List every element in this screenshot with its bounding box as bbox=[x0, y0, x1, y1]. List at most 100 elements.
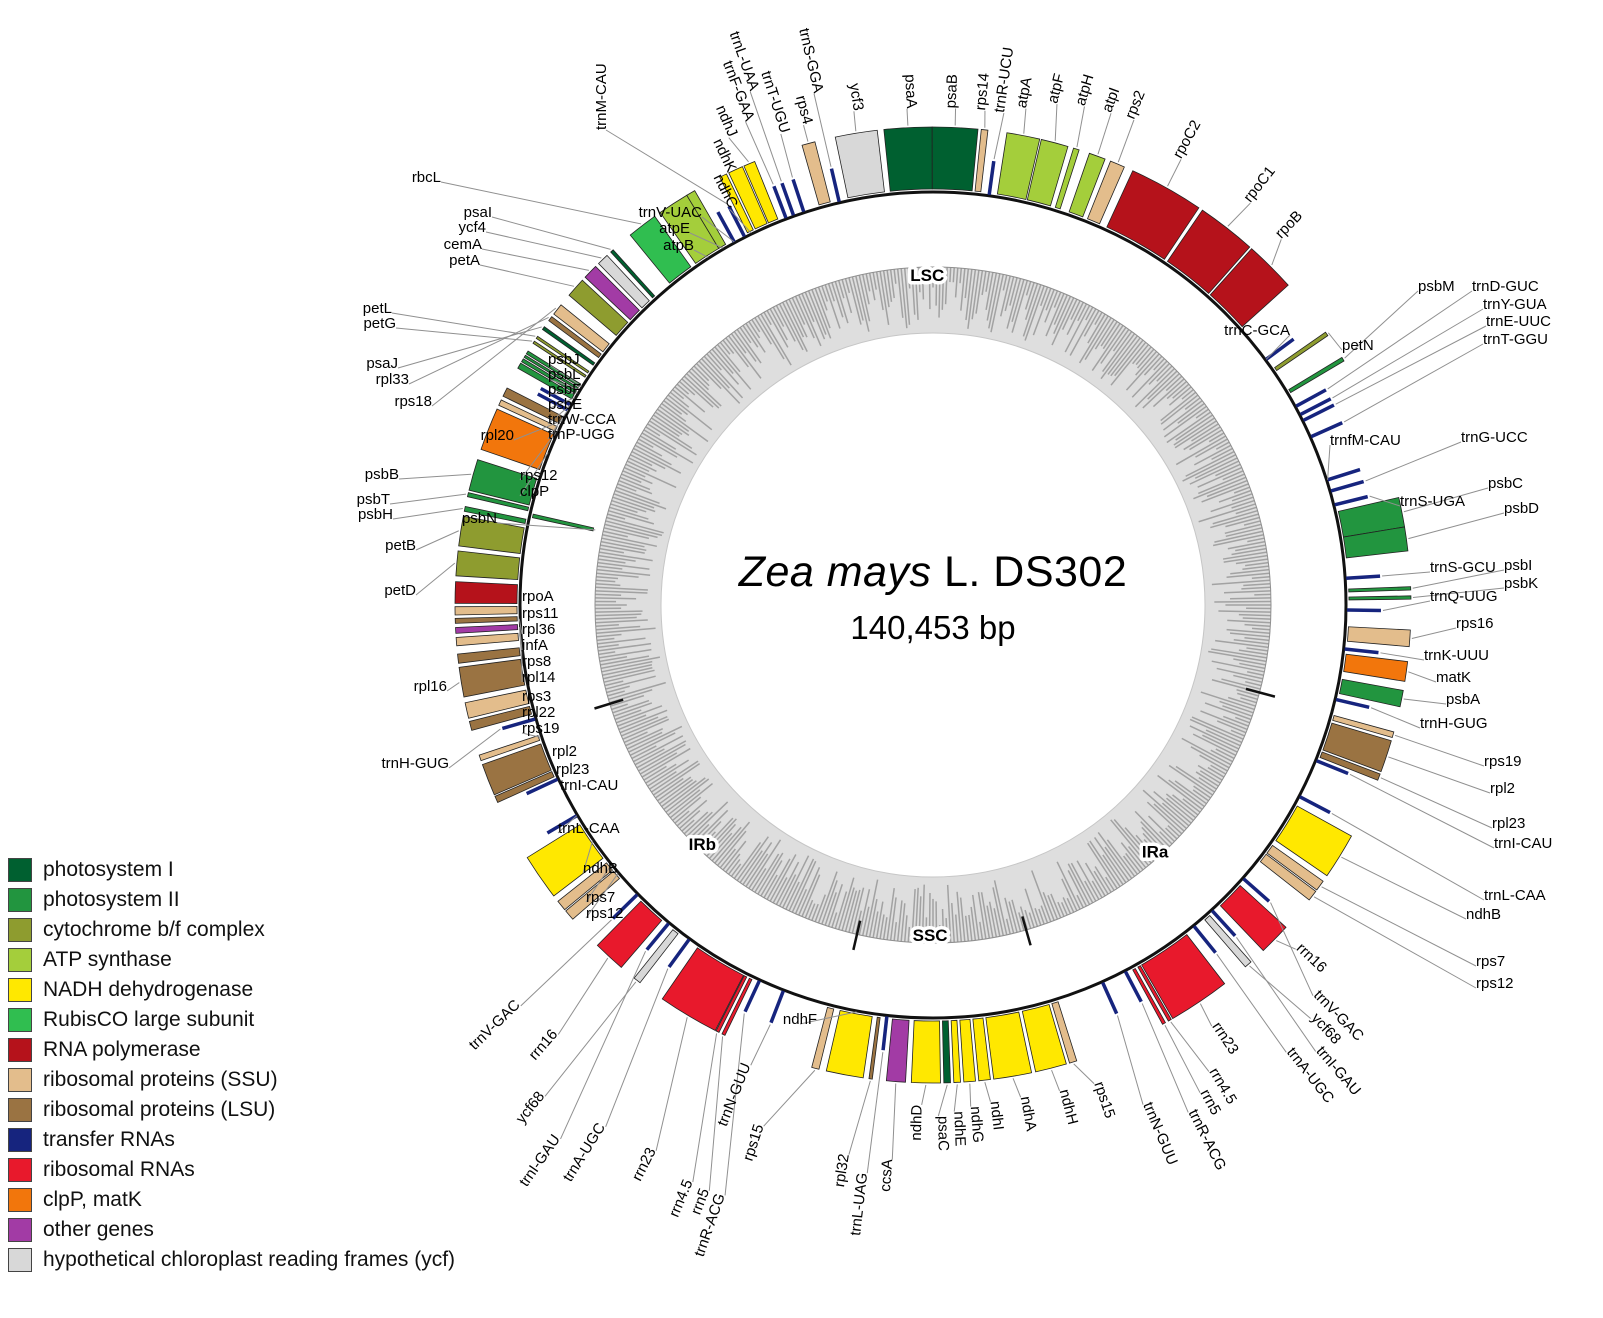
gene-block-rps18 bbox=[553, 304, 610, 353]
organism-name-rest: L. DS302 bbox=[931, 548, 1128, 596]
gene-tick-trnT-GGU bbox=[1310, 421, 1343, 439]
gene-label-ndhF: ndhF bbox=[783, 1011, 817, 1028]
legend-item-rbc: RubisCO large subunit bbox=[8, 1008, 455, 1032]
gene-block-rrn16 bbox=[596, 900, 663, 968]
gene-label-ndhK: ndhK bbox=[709, 136, 739, 175]
gene-label-psbT: psbT bbox=[357, 491, 390, 508]
leader-rps15 bbox=[763, 1069, 816, 1127]
legend-label-atp: ATP synthase bbox=[43, 948, 172, 971]
gene-block-rps4 bbox=[801, 141, 831, 206]
gene-label-petA: petA bbox=[449, 252, 480, 269]
gene-label-trnT-GGU: trnT-GGU bbox=[1483, 331, 1548, 348]
gene-label-rpoA: rpoA bbox=[522, 588, 554, 605]
gene-block-petN bbox=[1274, 331, 1329, 372]
gene-block-atpH bbox=[1054, 147, 1080, 210]
region-label-SSC: SSC bbox=[913, 926, 948, 945]
gene-label-rps19: rps19 bbox=[522, 720, 560, 737]
leader-trnS-GCU bbox=[1382, 571, 1431, 577]
genome-ring bbox=[518, 190, 1348, 1020]
gene-tick-trnI-CAU bbox=[1315, 759, 1349, 776]
gene-label-psbC: psbC bbox=[1488, 475, 1523, 492]
leader-rrn4.5 bbox=[692, 1033, 718, 1183]
gene-label-trnH-GUG: trnH-GUG bbox=[1420, 715, 1488, 732]
gene-tick-trnG-UCC bbox=[1330, 479, 1365, 493]
leader-petD bbox=[415, 562, 456, 596]
gene-block-rrn5 bbox=[1132, 967, 1167, 1025]
leader-trnS-GGA bbox=[813, 93, 832, 167]
leader-ndhF bbox=[799, 1011, 857, 1025]
gene-label-trnM-CAU: trnM-CAU bbox=[593, 63, 610, 130]
leader-atpF bbox=[1054, 104, 1058, 141]
gene-block-rps14 bbox=[974, 129, 989, 193]
gene-block-rrn23 bbox=[661, 947, 745, 1032]
gene-block-psbH bbox=[463, 505, 527, 524]
region-label-IRb: IRb bbox=[689, 835, 716, 854]
gene-label-atpF: atpF bbox=[1044, 72, 1068, 105]
gene-block-ndhI bbox=[972, 1017, 991, 1082]
gene-label-ycf68: ycf68 bbox=[513, 1088, 549, 1127]
leader-rps18 bbox=[431, 307, 557, 407]
organism-title: Zea mays L. DS302 bbox=[633, 548, 1233, 597]
gene-label-ycf3: ycf3 bbox=[846, 82, 867, 112]
leader-trnR-UCU bbox=[993, 112, 1005, 160]
gc-outer-edge bbox=[594, 266, 1272, 944]
leader-trnC-GCA bbox=[1265, 334, 1291, 360]
gene-label-ndhB: ndhB bbox=[1466, 906, 1501, 923]
leader-trnI-CAU bbox=[1349, 773, 1495, 849]
leader-ycf68 bbox=[1249, 965, 1311, 1019]
gene-block-petB bbox=[458, 515, 525, 555]
leader-trnQ-UUG bbox=[1382, 600, 1431, 611]
legend-item-clp: clpP, matK bbox=[8, 1188, 455, 1212]
gene-label-trnI-CAU: trnI-CAU bbox=[560, 777, 618, 794]
leader-rps2 bbox=[1117, 119, 1135, 163]
gene-label-rps18: rps18 bbox=[394, 393, 432, 410]
gene-tick-trnT-UGU bbox=[791, 178, 806, 213]
gene-label-ndhE: ndhE bbox=[950, 1111, 968, 1147]
gene-label-ndhH: ndhH bbox=[1056, 1088, 1081, 1127]
gene-tick-trnfM-CAU bbox=[1327, 467, 1361, 482]
gene-label-rrn16: rrn16 bbox=[1293, 940, 1330, 976]
gene-label-trnL-CAA: trnL-CAA bbox=[558, 820, 620, 837]
gene-tick-trnN-GUU bbox=[1101, 981, 1119, 1015]
leader-psbK bbox=[1412, 587, 1505, 598]
gene-label-trnR-ACG: trnR-ACG bbox=[1185, 1107, 1230, 1173]
gene-label-atpH: atpH bbox=[1072, 72, 1097, 107]
leader-psbL bbox=[547, 378, 580, 391]
gene-tick-trnV-GAC bbox=[611, 893, 639, 920]
gene-tick-trnS-GGA bbox=[829, 168, 841, 203]
leader-psbE bbox=[547, 397, 575, 410]
gene-label-rps14: rps14 bbox=[972, 72, 993, 111]
gene-label-rpl2: rpl2 bbox=[1490, 780, 1515, 797]
gene-tick-trnR-ACG bbox=[743, 980, 761, 1013]
leader-trnM-CAU bbox=[605, 129, 729, 205]
leader-rpl16 bbox=[446, 682, 460, 692]
junction-tick bbox=[1245, 687, 1276, 698]
leader-psaA bbox=[906, 108, 909, 126]
leader-rps15 bbox=[1073, 1063, 1095, 1084]
leader-rrn5 bbox=[708, 1036, 724, 1191]
gene-block-psaA bbox=[883, 126, 933, 192]
gene-label-psbJ: psbJ bbox=[548, 351, 580, 368]
legend-label-ycf: hypothetical chloroplast reading frames … bbox=[43, 1248, 456, 1271]
gene-label-rrn23: rrn23 bbox=[629, 1145, 660, 1184]
gene-block-psbT bbox=[466, 492, 530, 512]
gene-label-trnI-GAU: trnI-GAU bbox=[516, 1131, 564, 1189]
gene-block-atpI bbox=[1068, 152, 1106, 218]
leader-psbC bbox=[1403, 487, 1489, 513]
gene-label-psbK: psbK bbox=[1504, 575, 1538, 592]
gene-block-rpl36 bbox=[454, 616, 518, 624]
gene-block-rps16 bbox=[1346, 626, 1411, 648]
gene-block-rpl2 bbox=[481, 743, 552, 796]
gene-label-trnI-CAU: trnI-CAU bbox=[1494, 835, 1552, 852]
leader-ndhI bbox=[984, 1082, 991, 1102]
gene-tick-trnK-UUU bbox=[1344, 647, 1379, 655]
leader-psaI bbox=[491, 216, 611, 250]
gene-label-atpB: atpB bbox=[663, 237, 694, 254]
gene-block-atpA bbox=[996, 132, 1041, 200]
gene-block-infA bbox=[455, 624, 519, 634]
gene-label-psbA: psbA bbox=[1446, 691, 1480, 708]
gene-block-atpE bbox=[686, 190, 727, 249]
leader-petG bbox=[395, 327, 533, 342]
leader-petN bbox=[1327, 332, 1343, 351]
legend-swatch-cyt bbox=[8, 918, 32, 942]
